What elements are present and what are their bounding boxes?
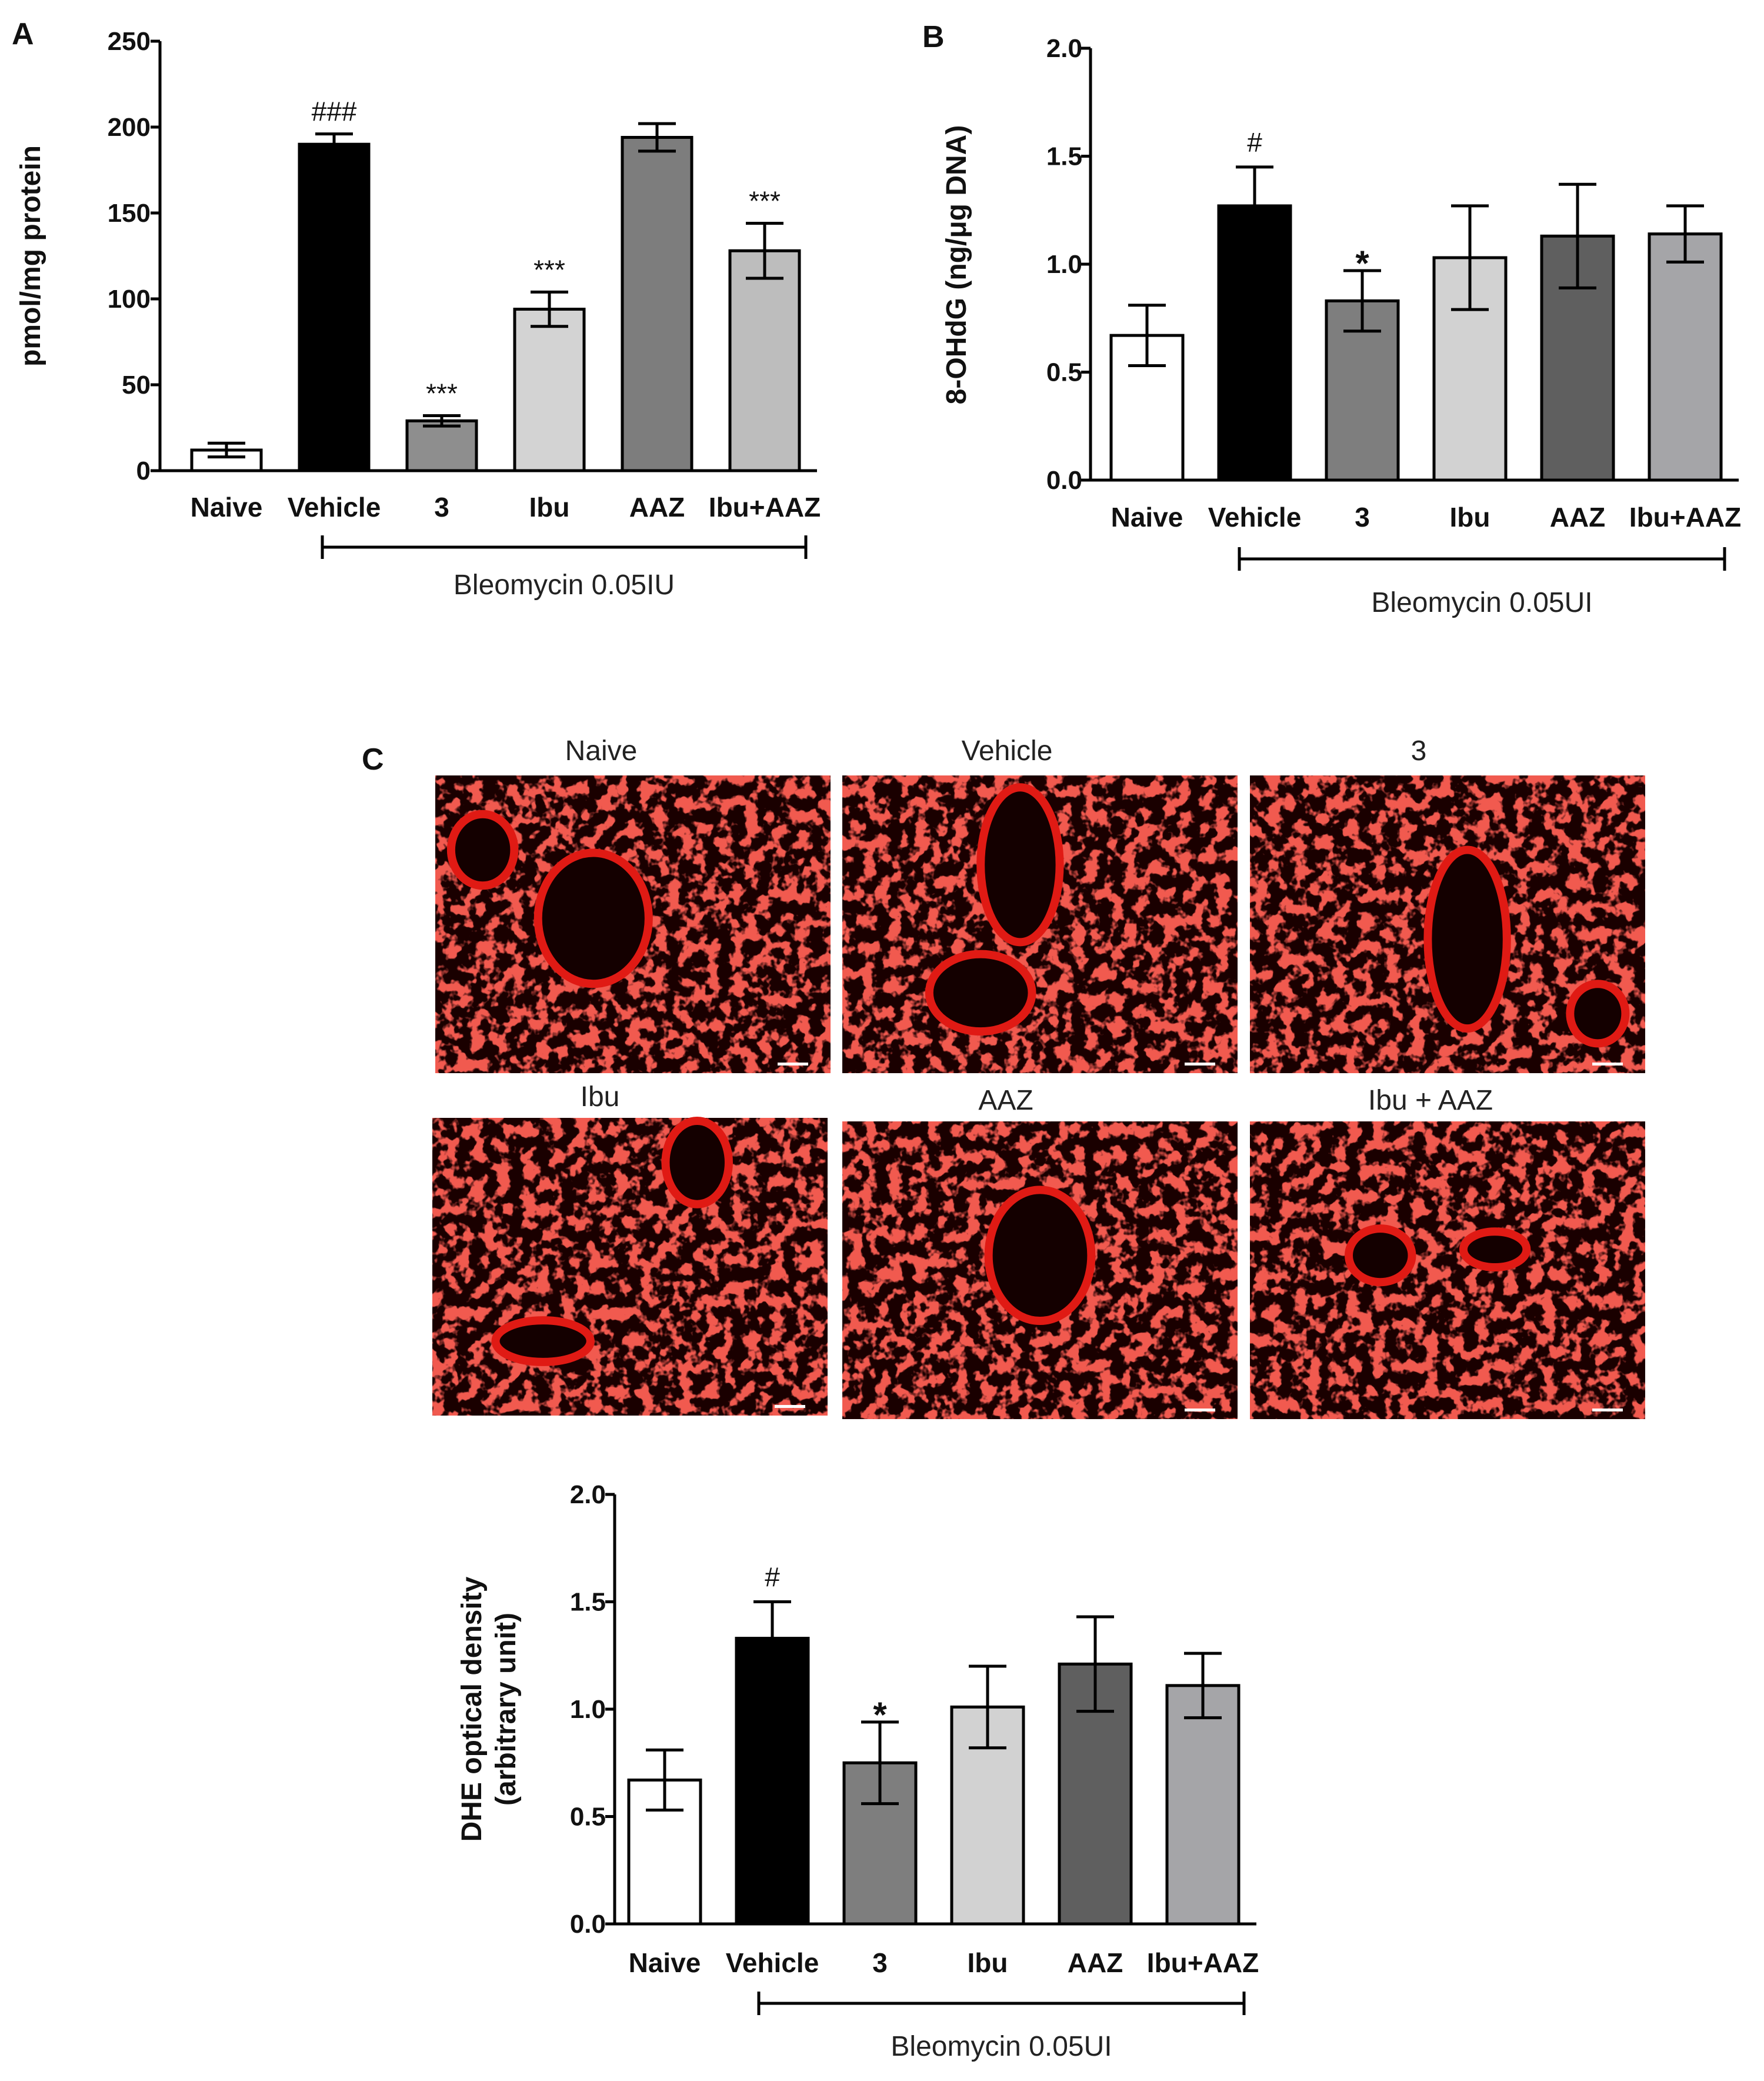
bar	[735, 1637, 810, 1926]
airway-lumen	[1345, 1224, 1416, 1287]
scale-bar	[1185, 1409, 1215, 1411]
y-tick-label: 0	[136, 457, 151, 485]
bar	[1165, 1684, 1241, 1926]
bar	[298, 142, 371, 472]
bracket-label: Bleomycin 0.05IU	[453, 570, 675, 601]
significance-marker: #	[1247, 127, 1262, 158]
y-axis-subtitle: (arbitrary unit)	[491, 1613, 522, 1806]
chart-c: 0.0 0.5 1.0 1.5 2.0 DHE optical density (arbit…	[456, 1480, 1259, 2062]
category-label: Ibu	[1450, 502, 1490, 532]
airway-lumen	[1459, 1227, 1531, 1271]
category-label: AAZ	[629, 492, 685, 522]
y-tick-label: 0.0	[1046, 466, 1082, 495]
scale-bar	[1592, 1063, 1623, 1066]
bar	[842, 1761, 918, 1926]
category-label: Naive	[191, 492, 263, 522]
y-tick-label: 100	[108, 285, 151, 314]
y-tick-label: 0.5	[1046, 358, 1082, 387]
category-label: Ibu+AAZ	[1629, 502, 1741, 532]
significance-marker: ***	[533, 254, 565, 285]
airway-lumen	[1566, 980, 1630, 1048]
bar	[1109, 334, 1185, 482]
airway-lumen	[984, 1186, 1096, 1326]
scale-bar	[775, 1405, 805, 1408]
panel-label-c: C	[362, 742, 384, 777]
category-label: Ibu+AAZ	[1147, 1947, 1259, 1978]
micrograph-title: Ibu + AAZ	[1368, 1085, 1493, 1116]
category-label: Naive	[1111, 502, 1183, 532]
y-axis-title: 8-OHdG (ng/μg DNA)	[941, 125, 972, 405]
airway-lumen	[1423, 845, 1511, 1033]
y-tick-label: 50	[122, 371, 151, 399]
significance-marker: *	[1355, 244, 1369, 283]
micrograph-title: Vehicle	[962, 735, 1053, 767]
y-tick-label: 0.5	[570, 1803, 606, 1832]
significance-marker: ###	[312, 96, 357, 127]
bar	[621, 136, 693, 472]
micrograph-grid: Naive Vehicle 3 Ibu AAZ Ibu + AAZ	[432, 735, 1645, 1419]
micrograph-title: 3	[1411, 735, 1427, 767]
y-tick-label: 250	[108, 27, 151, 56]
airway-lumen	[491, 1316, 595, 1366]
micrograph-title: Ibu	[581, 1081, 620, 1113]
category-label: AAZ	[1550, 502, 1606, 532]
category-label: Vehicle	[726, 1947, 819, 1978]
micrograph-tissue	[1250, 1121, 1645, 1419]
bracket-label: Bleomycin 0.05UI	[891, 2031, 1112, 2062]
significance-marker: *	[873, 1695, 887, 1734]
significance-marker: ***	[426, 378, 458, 409]
panel-label-b: B	[922, 20, 945, 54]
category-label: AAZ	[1068, 1947, 1123, 1978]
chart-b: 0.0 0.5 1.0 1.5 2.0 8-OHdG (ng/μg DNA) Naive # V…	[941, 34, 1741, 618]
category-label: Vehicle	[288, 492, 381, 522]
y-tick-label: 1.0	[1046, 250, 1082, 279]
bracket-label: Bleomycin 0.05UI	[1371, 587, 1592, 618]
y-tick-label: 2.0	[1046, 34, 1082, 63]
bar	[1217, 204, 1292, 482]
category-label: 3	[434, 492, 449, 522]
category-label: Ibu	[968, 1947, 1008, 1978]
bar	[405, 419, 478, 472]
category-label: 3	[1355, 502, 1370, 532]
category-label: Ibu+AAZ	[709, 492, 821, 522]
y-tick-label: 2.0	[570, 1480, 606, 1509]
panel-label-a: A	[12, 17, 34, 51]
micrograph-title: Naive	[565, 735, 638, 767]
bar	[513, 308, 586, 472]
category-label: Naive	[629, 1947, 701, 1978]
y-tick-label: 200	[108, 113, 151, 142]
category-label: Ibu	[529, 492, 570, 522]
significance-marker: ***	[749, 186, 781, 217]
y-axis-title: pmol/mg protein	[15, 145, 46, 367]
airway-lumen	[533, 848, 653, 988]
scale-bar	[1185, 1063, 1215, 1066]
airway-lumen	[661, 1117, 733, 1208]
y-tick-label: 1.5	[1046, 142, 1082, 171]
scale-bar	[1592, 1409, 1623, 1411]
chart-a: 0 50 100 150 200 250 pmol/mg protein Naive ### Ve…	[15, 27, 821, 601]
micrograph-title: AAZ	[978, 1085, 1033, 1116]
y-tick-label: 1.0	[570, 1695, 606, 1724]
scale-bar	[778, 1063, 808, 1066]
significance-marker: #	[765, 1562, 780, 1593]
y-tick-label: 1.5	[570, 1588, 606, 1617]
airway-lumen	[925, 950, 1036, 1036]
airway-lumen	[446, 810, 519, 890]
bar	[1648, 232, 1723, 482]
y-tick-label: 150	[108, 199, 151, 228]
bar	[728, 249, 801, 472]
airway-lumen	[976, 783, 1064, 947]
micrograph-tissue	[432, 1118, 828, 1416]
category-label: 3	[872, 1947, 888, 1978]
y-tick-label: 0.0	[570, 1910, 606, 1939]
y-axis-title: DHE optical density	[456, 1576, 488, 1842]
category-label: Vehicle	[1208, 502, 1302, 532]
